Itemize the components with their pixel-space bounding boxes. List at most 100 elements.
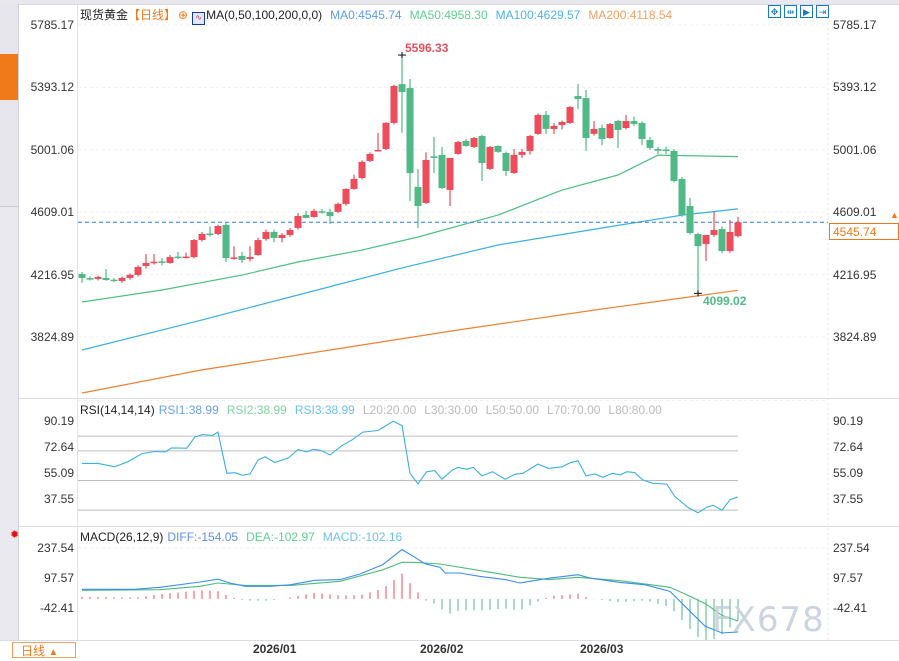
candle[interactable] bbox=[534, 113, 542, 135]
side-tab[interactable] bbox=[0, 156, 18, 207]
candle[interactable] bbox=[254, 237, 262, 256]
candle[interactable] bbox=[390, 84, 398, 125]
candle[interactable] bbox=[190, 239, 198, 259]
macd-title[interactable]: MACD(26,12,9) bbox=[80, 530, 164, 544]
candle[interactable] bbox=[438, 146, 446, 189]
candle[interactable] bbox=[550, 122, 558, 135]
candle[interactable] bbox=[526, 134, 534, 155]
candle[interactable] bbox=[342, 188, 350, 206]
candle[interactable] bbox=[574, 84, 582, 110]
candle[interactable] bbox=[430, 136, 438, 174]
candle[interactable] bbox=[662, 146, 670, 154]
candle[interactable] bbox=[470, 136, 478, 149]
candle[interactable] bbox=[78, 271, 86, 283]
candle[interactable] bbox=[606, 122, 614, 139]
candle[interactable] bbox=[614, 119, 622, 148]
candle[interactable] bbox=[718, 226, 726, 254]
pane-divider[interactable] bbox=[19, 398, 899, 399]
candle[interactable] bbox=[126, 273, 134, 280]
period-button[interactable]: 日线 ▲ bbox=[12, 642, 76, 658]
candle[interactable] bbox=[134, 265, 142, 277]
l50-value: L50:50.00 bbox=[485, 403, 540, 417]
candle[interactable] bbox=[518, 149, 526, 158]
candle[interactable] bbox=[278, 233, 286, 243]
candle[interactable] bbox=[358, 160, 366, 180]
candle[interactable] bbox=[694, 232, 702, 294]
candle[interactable] bbox=[118, 276, 126, 283]
candle[interactable] bbox=[262, 229, 270, 241]
ma-params[interactable]: MA(0,50,100,200,0,0) bbox=[206, 8, 323, 22]
candle[interactable] bbox=[638, 121, 646, 146]
play-icon[interactable]: ▶ bbox=[800, 5, 813, 18]
candle[interactable] bbox=[462, 138, 470, 147]
candle[interactable] bbox=[670, 149, 678, 183]
candle[interactable] bbox=[710, 211, 718, 237]
ma-chart-icon[interactable]: ∿ bbox=[192, 12, 206, 25]
candle[interactable] bbox=[678, 177, 686, 217]
candle-body bbox=[350, 178, 358, 189]
candle[interactable] bbox=[686, 197, 694, 235]
candle[interactable] bbox=[102, 269, 110, 281]
candle[interactable] bbox=[702, 234, 710, 261]
candle[interactable] bbox=[654, 146, 662, 154]
candle[interactable] bbox=[646, 136, 654, 150]
candle[interactable] bbox=[174, 251, 182, 259]
candle[interactable] bbox=[406, 78, 414, 202]
candle[interactable] bbox=[494, 145, 502, 153]
candle[interactable] bbox=[246, 246, 254, 262]
candle[interactable] bbox=[142, 254, 150, 269]
candle[interactable] bbox=[150, 254, 158, 265]
candle[interactable] bbox=[478, 134, 486, 182]
candle[interactable] bbox=[286, 227, 294, 237]
candle[interactable] bbox=[310, 208, 318, 218]
candle[interactable] bbox=[222, 223, 230, 263]
candle[interactable] bbox=[334, 202, 342, 213]
candle[interactable] bbox=[206, 226, 214, 237]
crosshair-icon[interactable]: ⊕ bbox=[178, 8, 189, 22]
jump-end-icon[interactable]: ⇥ bbox=[816, 5, 829, 18]
candle[interactable] bbox=[318, 208, 326, 214]
candle[interactable] bbox=[454, 140, 462, 155]
move-icon[interactable]: ✥ bbox=[768, 5, 781, 18]
candle[interactable] bbox=[582, 89, 590, 151]
candle[interactable] bbox=[326, 208, 334, 224]
zoom-fit-icon[interactable]: ⇹ bbox=[784, 5, 797, 18]
candle[interactable] bbox=[238, 251, 246, 263]
candle[interactable] bbox=[270, 229, 278, 243]
candle[interactable] bbox=[598, 124, 606, 146]
candle[interactable] bbox=[414, 169, 422, 228]
candle[interactable] bbox=[158, 258, 166, 266]
candle[interactable] bbox=[94, 275, 102, 281]
candle[interactable] bbox=[630, 116, 638, 127]
candle[interactable] bbox=[214, 224, 222, 236]
candle[interactable] bbox=[382, 122, 390, 150]
candle[interactable] bbox=[398, 55, 406, 133]
candle[interactable] bbox=[446, 157, 454, 206]
candle[interactable] bbox=[294, 212, 302, 230]
candle[interactable] bbox=[622, 114, 630, 130]
candle[interactable] bbox=[558, 120, 566, 130]
candle[interactable] bbox=[502, 151, 510, 176]
macd-settings-icon[interactable]: ✹ bbox=[10, 529, 20, 541]
candle[interactable] bbox=[374, 132, 382, 152]
candle[interactable] bbox=[542, 110, 550, 134]
candle[interactable] bbox=[230, 246, 238, 260]
candle[interactable] bbox=[182, 252, 190, 259]
candle[interactable] bbox=[166, 255, 174, 264]
candle[interactable] bbox=[422, 152, 430, 205]
candle[interactable] bbox=[198, 231, 206, 242]
candle[interactable] bbox=[366, 152, 374, 162]
candle[interactable] bbox=[86, 276, 94, 281]
candle[interactable] bbox=[590, 121, 598, 136]
rsi-title[interactable]: RSI(14,14,14) bbox=[80, 403, 155, 417]
candle[interactable] bbox=[566, 106, 574, 125]
candle[interactable] bbox=[734, 216, 742, 238]
candle[interactable] bbox=[486, 145, 494, 170]
candle[interactable] bbox=[726, 219, 734, 253]
candle[interactable] bbox=[510, 149, 518, 174]
candle[interactable] bbox=[302, 210, 310, 219]
candle[interactable] bbox=[350, 174, 358, 190]
pane-divider[interactable] bbox=[19, 526, 899, 527]
candle[interactable] bbox=[110, 278, 118, 282]
